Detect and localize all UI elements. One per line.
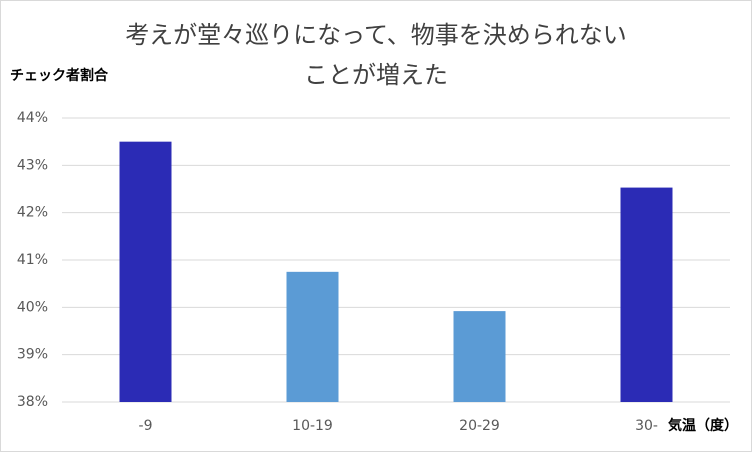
x-tick-label: 10-19 xyxy=(292,418,333,434)
y-tick-label: 40% xyxy=(17,299,48,315)
chart-title: 考えが堂々巡りになって、物事を決められない xyxy=(125,21,627,49)
y-tick-label: 41% xyxy=(17,252,48,268)
y-tick-label: 39% xyxy=(17,347,48,363)
x-tick-label: 30- xyxy=(635,418,658,434)
bar xyxy=(453,311,506,402)
y-tick-label: 44% xyxy=(17,110,48,126)
bar xyxy=(286,271,339,402)
y-axis-label: チェック者割合 xyxy=(10,67,109,84)
x-tick-label: -9 xyxy=(139,418,153,434)
bar xyxy=(119,141,172,402)
y-tick-label: 42% xyxy=(17,205,48,221)
x-tick-label: 20-29 xyxy=(459,418,500,434)
y-tick-label: 38% xyxy=(17,394,48,410)
y-tick-label: 43% xyxy=(17,157,48,173)
chart-title: ことが増えた xyxy=(304,61,448,89)
x-axis-label: 気温（度） xyxy=(668,417,738,434)
bar xyxy=(620,187,673,402)
